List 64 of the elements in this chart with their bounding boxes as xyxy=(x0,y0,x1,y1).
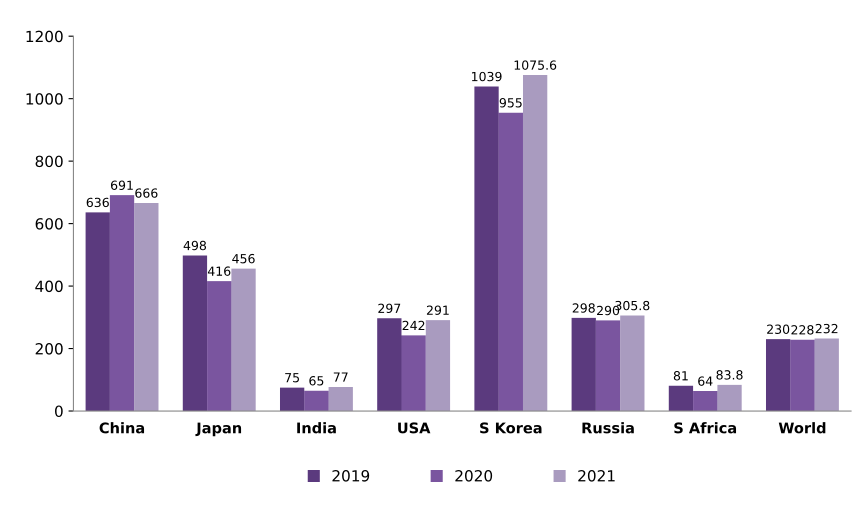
data-label: 498 xyxy=(184,240,206,250)
bar xyxy=(207,281,232,412)
data-label: 83.8 xyxy=(716,370,743,380)
data-label: 666 xyxy=(135,188,158,198)
x-tick-label: Japan xyxy=(195,422,242,436)
bar xyxy=(134,202,158,412)
x-tick-label: World xyxy=(778,422,826,434)
bar xyxy=(790,340,815,412)
x-tick-label: India xyxy=(297,422,336,434)
data-label: 291 xyxy=(426,305,449,315)
data-label: 242 xyxy=(402,320,424,330)
data-label: 75 xyxy=(285,373,299,382)
bar xyxy=(668,386,694,412)
data-label: 1039 xyxy=(472,72,502,82)
bar xyxy=(596,320,620,412)
x-tick-label: China xyxy=(100,422,144,434)
data-label: 456 xyxy=(232,254,255,264)
y-tick-label: 1000 xyxy=(26,93,63,105)
bar xyxy=(110,195,134,412)
bar xyxy=(522,75,548,412)
data-label: 81 xyxy=(674,371,688,381)
data-label: 416 xyxy=(208,266,230,276)
y-tick-label: 200 xyxy=(36,343,63,355)
legend-label: 2021 xyxy=(578,470,615,482)
x-tick-label: S Africa xyxy=(674,422,736,434)
bar xyxy=(474,86,499,412)
y-tick-label: 800 xyxy=(36,156,63,168)
data-label: 65 xyxy=(309,376,324,386)
bar xyxy=(86,212,110,412)
x-tick-label: S Korea xyxy=(480,422,542,434)
data-label: 77 xyxy=(334,372,348,382)
bar xyxy=(304,390,329,412)
x-tick-label: USA xyxy=(398,422,430,434)
bar xyxy=(426,320,450,412)
x-tick-label: Russia xyxy=(582,422,634,434)
data-label: 232 xyxy=(816,324,838,334)
y-tick-label: 600 xyxy=(36,218,63,230)
data-label: 955 xyxy=(500,98,522,108)
bar xyxy=(231,268,256,412)
legend-label: 2019 xyxy=(332,470,370,482)
data-label: 297 xyxy=(378,304,400,314)
data-label: 64 xyxy=(698,376,712,386)
data-label: 691 xyxy=(110,180,133,190)
bar xyxy=(766,339,790,412)
bar xyxy=(280,388,304,412)
bar xyxy=(572,318,596,412)
bar xyxy=(377,318,402,412)
data-label: 636 xyxy=(86,198,109,208)
y-tick-label: 400 xyxy=(35,280,63,292)
y-tick-label: 1200 xyxy=(26,30,63,42)
data-label: 1075.6 xyxy=(514,60,556,70)
data-label: 230 xyxy=(767,324,790,334)
bar xyxy=(693,391,718,412)
data-label: 228 xyxy=(791,325,814,335)
legend-label: 2020 xyxy=(455,470,492,482)
bar xyxy=(328,386,353,412)
y-tick-label: 0 xyxy=(55,405,63,418)
data-label: 298 xyxy=(572,303,595,313)
bar xyxy=(401,335,426,412)
bar xyxy=(182,255,208,412)
bar xyxy=(717,384,742,412)
bar xyxy=(814,338,839,412)
bar xyxy=(620,315,644,412)
bar xyxy=(498,112,523,412)
